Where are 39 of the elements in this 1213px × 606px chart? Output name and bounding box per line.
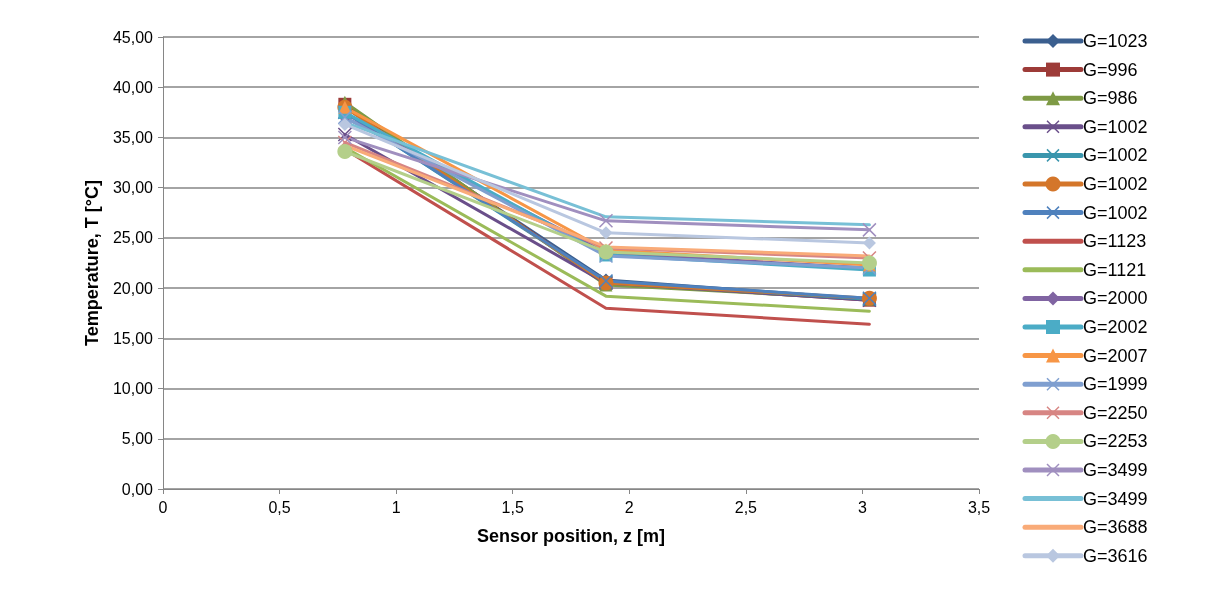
y-axis-title: Temperature, T [°C]	[82, 180, 102, 346]
legend-label: G=996	[1083, 59, 1138, 80]
y-tick-label: 10,00	[112, 380, 154, 398]
legend-label: G=1002	[1083, 174, 1148, 194]
legend-label: G=1123	[1083, 231, 1147, 252]
legend-label: G=1023	[1083, 31, 1148, 51]
legend-label: G=1002	[1083, 116, 1148, 137]
y-tick-label: 40,00	[112, 78, 154, 96]
x-tick-label: 2,5	[734, 498, 758, 516]
legend-label: G=3688	[1083, 517, 1148, 538]
legend-label: G=1002	[1083, 145, 1148, 166]
y-tick-label: 20,00	[112, 279, 154, 297]
y-tick-label: 0,00	[121, 480, 154, 498]
x-tick-label: 3	[857, 498, 867, 516]
y-tick-label: 35,00	[112, 128, 154, 146]
x-axis-title: Sensor position, z [m]	[476, 526, 666, 546]
legend-label: G=1002	[1083, 202, 1148, 223]
legend-label: G=3499	[1083, 460, 1148, 480]
y-tick-label: 15,00	[112, 329, 154, 347]
x-tick-label: 1	[391, 498, 401, 516]
x-tick-label: 3,5	[967, 498, 991, 516]
x-tick-label: 0	[158, 498, 168, 516]
y-tick-label: 25,00	[112, 229, 154, 247]
y-tick-label: 5,00	[121, 430, 154, 448]
y-tick-label: 45,00	[112, 28, 154, 46]
legend-label: G=986	[1083, 88, 1138, 109]
legend-label: G=2002	[1083, 317, 1148, 337]
legend-label: G=3499	[1083, 488, 1148, 509]
legend-label: G=2007	[1083, 345, 1148, 366]
legend-label: G=2000	[1083, 288, 1148, 309]
x-tick-label: 2	[624, 498, 634, 516]
legend-label: G=2250	[1083, 402, 1148, 423]
legend-label: G=1121	[1083, 259, 1147, 280]
y-tick-label: 30,00	[112, 179, 154, 197]
legend-label: G=2253	[1083, 431, 1148, 452]
x-tick-label: 0,5	[268, 498, 291, 516]
legend-label: G=3616	[1083, 545, 1148, 566]
x-tick-label: 1,5	[501, 498, 524, 516]
legend-label: G=1999	[1083, 374, 1148, 395]
